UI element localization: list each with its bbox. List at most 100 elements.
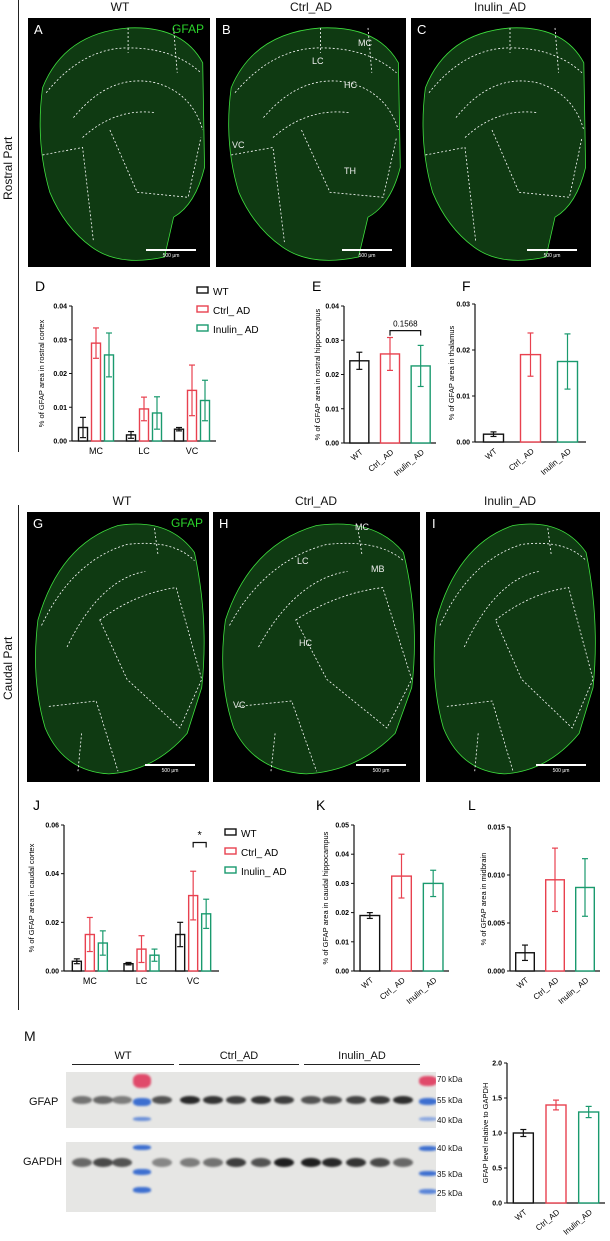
y-tick-label: 1.0: [492, 1131, 502, 1138]
error-bar: [417, 344, 424, 388]
y-tick-label: 0.04: [325, 304, 339, 311]
panel-letter: D: [35, 278, 45, 294]
panel-letter-m: M: [24, 1028, 36, 1044]
error-bar: [585, 1105, 592, 1119]
region-label: MC: [355, 522, 369, 532]
group-inulin-ad: Inulin_AD: [304, 1050, 420, 1065]
band: [346, 1157, 366, 1167]
region-boundary: [456, 81, 584, 130]
y-tick-label: 0.00: [456, 440, 470, 447]
y-tick-label: 0.02: [53, 371, 67, 378]
ladder-band: [133, 1169, 151, 1175]
band: [93, 1157, 113, 1167]
y-tick-label: 0.000: [487, 969, 505, 976]
error-bar: [552, 847, 558, 913]
y-tick-label: 0.02: [325, 372, 339, 379]
region-boundary: [440, 543, 586, 625]
y-axis-label: % of GFAP area in rostral cortex: [37, 320, 46, 428]
error-bar: [356, 351, 363, 370]
region-label: MC: [358, 38, 372, 48]
band: [346, 1096, 366, 1104]
header-wt: WT: [110, 0, 130, 14]
blot-gapdh: [66, 1142, 436, 1212]
y-tick-label: 0.0: [492, 1201, 502, 1208]
x-tick-label: Inulin_ AD: [557, 975, 591, 1005]
error-bar: [522, 944, 528, 962]
band: [152, 1096, 172, 1104]
blot-gfap: [66, 1072, 436, 1128]
error-bar: [564, 333, 571, 390]
y-tick-label: 0.01: [456, 394, 470, 401]
y-tick-label: 0.03: [53, 337, 67, 344]
error-bar: [93, 327, 99, 359]
region-boundary: [46, 48, 201, 93]
ladder-band: [133, 1145, 151, 1150]
region-boundary: [273, 112, 349, 138]
x-tick-label: MC: [83, 976, 97, 986]
region-label: MB: [371, 564, 385, 574]
y-axis-label: GFAP level relative to GAPDH: [481, 1083, 490, 1184]
error-bar: [387, 336, 393, 371]
y-tick-label: 0.02: [335, 910, 349, 917]
y-tick-label: 0.02: [456, 348, 470, 355]
bar-0: [512, 1132, 535, 1204]
brain-section-image: [213, 512, 420, 782]
error-bar: [141, 396, 147, 422]
x-tick-label: LC: [136, 976, 148, 986]
marker-label: 40 kDa: [437, 1116, 463, 1125]
image-panel-i: I 500 μm: [426, 512, 600, 782]
region-boundary: [230, 543, 404, 625]
x-tick-label: Ctrl_AD: [534, 1208, 561, 1233]
marker-label: 55 kDa: [437, 1096, 463, 1105]
bar-1: [545, 1104, 567, 1204]
region-boundary: [74, 81, 203, 130]
scale-bar: 500 μm: [146, 249, 196, 259]
band: [72, 1157, 92, 1167]
band: [274, 1157, 294, 1167]
error-bar: [553, 1099, 559, 1111]
x-tick-label: Ctrl_ AD: [367, 448, 396, 474]
header-ctrl-ad: Ctrl_AD: [289, 0, 333, 14]
x-tick-label: WT: [515, 976, 530, 991]
y-tick-label: 2.0: [492, 1061, 502, 1068]
row-label-gfap: GFAP: [29, 1096, 59, 1108]
brain-section-image: [411, 18, 591, 267]
region-boundary: [368, 28, 372, 73]
error-bar: [520, 1128, 527, 1138]
y-tick-label: 0.03: [325, 338, 339, 345]
legend-label: Inulin_ AD: [213, 325, 259, 336]
ladder-band: [419, 1117, 436, 1121]
error-bar: [86, 916, 93, 953]
region-boundary: [100, 588, 202, 728]
error-bar: [398, 853, 405, 899]
panel-letter: F: [462, 278, 471, 294]
region-boundary: [42, 543, 195, 625]
ladder-band: [419, 1171, 436, 1176]
error-bar: [430, 869, 437, 898]
error-bar: [125, 961, 132, 966]
y-tick-label: 0.00: [45, 969, 59, 976]
y-tick-label: 0.06: [45, 823, 59, 830]
y-tick-label: 0.00: [325, 441, 339, 448]
y-tick-label: 0.01: [335, 939, 349, 946]
panel-letter: H: [219, 516, 229, 531]
y-tick-label: 0.010: [487, 873, 505, 880]
y-tick-label: 0.04: [335, 852, 349, 859]
scale-bar: 500 μm: [342, 249, 392, 259]
error-bar: [203, 898, 210, 930]
error-bar: [80, 416, 86, 439]
band: [72, 1096, 92, 1104]
region-boundary: [358, 528, 362, 555]
panel-letter: C: [417, 22, 427, 37]
marker-label: 35 kDa: [437, 1170, 463, 1179]
ladder-band: [133, 1187, 151, 1193]
region-boundary: [231, 147, 284, 242]
marker-label: 25 kDa: [437, 1189, 463, 1198]
error-bar: [128, 430, 134, 439]
group-ctrl-ad: Ctrl_AD: [179, 1050, 299, 1065]
legend-label: WT: [213, 287, 229, 298]
legend-swatch: [224, 847, 237, 855]
region-label: HC: [299, 638, 312, 648]
panel-letter: I: [432, 516, 436, 531]
